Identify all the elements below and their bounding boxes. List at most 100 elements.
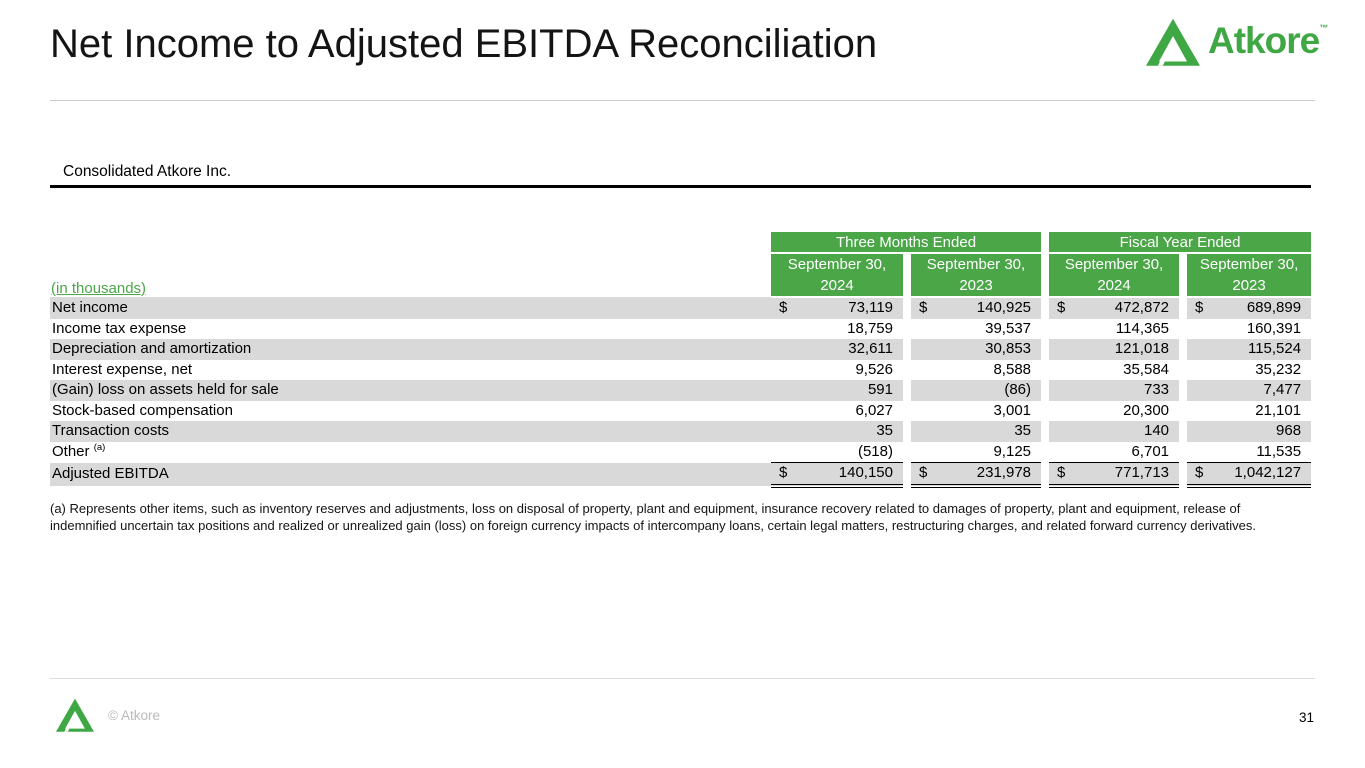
currency-cell: $	[911, 297, 935, 319]
column-gap	[1179, 253, 1188, 297]
value-cell: 689,899	[1211, 297, 1312, 319]
column-header: September 30, 2024	[771, 253, 903, 298]
column-gap	[1041, 441, 1050, 463]
currency-cell	[911, 421, 935, 442]
value-cell: 771,713	[1073, 462, 1180, 488]
currency-cell: $	[1049, 297, 1074, 319]
column-gap	[1179, 380, 1188, 401]
value-cell: 20,300	[1073, 400, 1180, 421]
column-gap	[1179, 462, 1188, 486]
column-gap	[1041, 400, 1050, 421]
column-gap	[1179, 359, 1188, 380]
value-cell: 21,101	[1211, 400, 1312, 421]
column-gap	[903, 253, 911, 297]
row-label: Depreciation and amortization	[50, 339, 771, 360]
currency-cell	[1187, 441, 1212, 463]
page-title: Net Income to Adjusted EBITDA Reconcilia…	[50, 22, 878, 66]
atkore-triangle-icon-footer	[56, 698, 94, 732]
value-cell: 6,701	[1073, 441, 1180, 463]
currency-cell	[911, 441, 935, 463]
value-cell: 18,759	[795, 318, 903, 339]
column-gap	[1179, 318, 1188, 339]
group-header: Fiscal Year Ended	[1049, 232, 1312, 254]
currency-cell	[911, 339, 935, 360]
currency-cell: $	[911, 462, 935, 488]
row-label: Stock-based compensation	[50, 400, 771, 421]
value-cell: 1,042,127	[1211, 462, 1312, 488]
row-label: Adjusted EBITDA	[50, 462, 771, 486]
table-group-header-row: Three Months Ended Fiscal Year Ended	[50, 232, 1312, 254]
currency-cell	[1049, 380, 1074, 401]
table-row: Depreciation and amortization 32,611 30,85…	[50, 339, 1312, 360]
value-cell: 11,535	[1211, 441, 1312, 463]
currency-cell: $	[1187, 297, 1212, 319]
value-cell: 591	[795, 380, 903, 401]
currency-cell	[1049, 400, 1074, 421]
currency-cell	[771, 339, 795, 360]
column-gap	[1041, 297, 1050, 319]
column-gap	[903, 339, 911, 360]
currency-cell	[771, 380, 795, 401]
footnote-marker: (a)	[93, 441, 106, 453]
column-gap	[1179, 441, 1188, 463]
column-gap	[1179, 297, 1188, 319]
trademark-symbol: ™	[1319, 22, 1328, 33]
column-gap	[903, 421, 911, 442]
column-gap	[1041, 318, 1050, 339]
column-gap	[1041, 339, 1050, 360]
value-cell: 6,027	[795, 400, 903, 421]
table-row: Net income $73,119 $140,925 $472,872 $689,89…	[50, 297, 1312, 319]
currency-cell	[771, 421, 795, 442]
value-cell: (518)	[795, 441, 903, 463]
currency-cell	[1049, 339, 1074, 360]
column-gap	[1041, 359, 1050, 380]
value-cell: 231,978	[935, 462, 1042, 488]
currency-cell	[1187, 380, 1212, 401]
units-label: (in thousands)	[50, 253, 771, 297]
page-number: 31	[1298, 710, 1314, 725]
column-gap	[903, 318, 911, 339]
column-gap	[1179, 400, 1188, 421]
value-cell: 35	[795, 421, 903, 442]
currency-cell	[771, 441, 795, 463]
value-cell: 140,150	[795, 462, 903, 488]
table-row: Income tax expense 18,759 39,537 114,365 160…	[50, 318, 1312, 339]
row-label: Interest expense, net	[50, 359, 771, 380]
group-header: Three Months Ended	[771, 232, 1042, 254]
value-cell: 140,925	[935, 297, 1042, 319]
atkore-wordmark: Atkore™	[1208, 19, 1328, 61]
row-label: Income tax expense	[50, 318, 771, 339]
currency-cell	[771, 359, 795, 380]
value-cell: 9,526	[795, 359, 903, 380]
value-cell: 39,537	[935, 318, 1042, 339]
currency-cell	[1049, 359, 1074, 380]
column-gap	[1041, 232, 1050, 253]
value-cell: 7,477	[1211, 380, 1312, 401]
footer-divider	[50, 678, 1315, 679]
table-row: Other (a) (518) 9,125 6,701 11,535	[50, 441, 1312, 463]
table-row: (Gain) loss on assets held for sale 591 (8…	[50, 380, 1312, 401]
value-cell: 115,524	[1211, 339, 1312, 360]
value-cell: 472,872	[1073, 297, 1180, 319]
table-row: Transaction costs 35 35 140 968	[50, 421, 1312, 442]
currency-cell: $	[1049, 462, 1074, 488]
footer: © Atkore	[56, 698, 160, 732]
currency-cell	[911, 359, 935, 380]
currency-cell	[1187, 421, 1212, 442]
value-cell: 8,588	[935, 359, 1042, 380]
currency-cell: $	[771, 462, 795, 488]
atkore-triangle-icon	[1146, 18, 1200, 66]
value-cell: 35,584	[1073, 359, 1180, 380]
row-label: (Gain) loss on assets held for sale	[50, 380, 771, 401]
currency-cell	[911, 318, 935, 339]
column-gap	[1041, 462, 1050, 486]
group-header-spacer	[50, 232, 771, 253]
value-cell: 968	[1211, 421, 1312, 442]
column-gap	[1041, 253, 1050, 297]
table-column-header-row: (in thousands) September 30, 2024 Septembe…	[50, 253, 1312, 298]
footnote: (a) Represents other items, such as inve…	[50, 501, 1256, 534]
row-label: Net income	[50, 297, 771, 319]
currency-cell	[771, 318, 795, 339]
currency-cell	[1049, 441, 1074, 463]
value-cell: 35	[935, 421, 1042, 442]
